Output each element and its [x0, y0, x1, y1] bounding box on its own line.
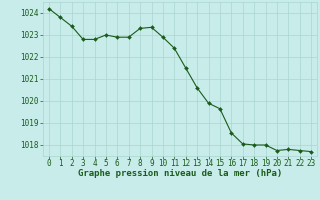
- X-axis label: Graphe pression niveau de la mer (hPa): Graphe pression niveau de la mer (hPa): [78, 169, 282, 178]
